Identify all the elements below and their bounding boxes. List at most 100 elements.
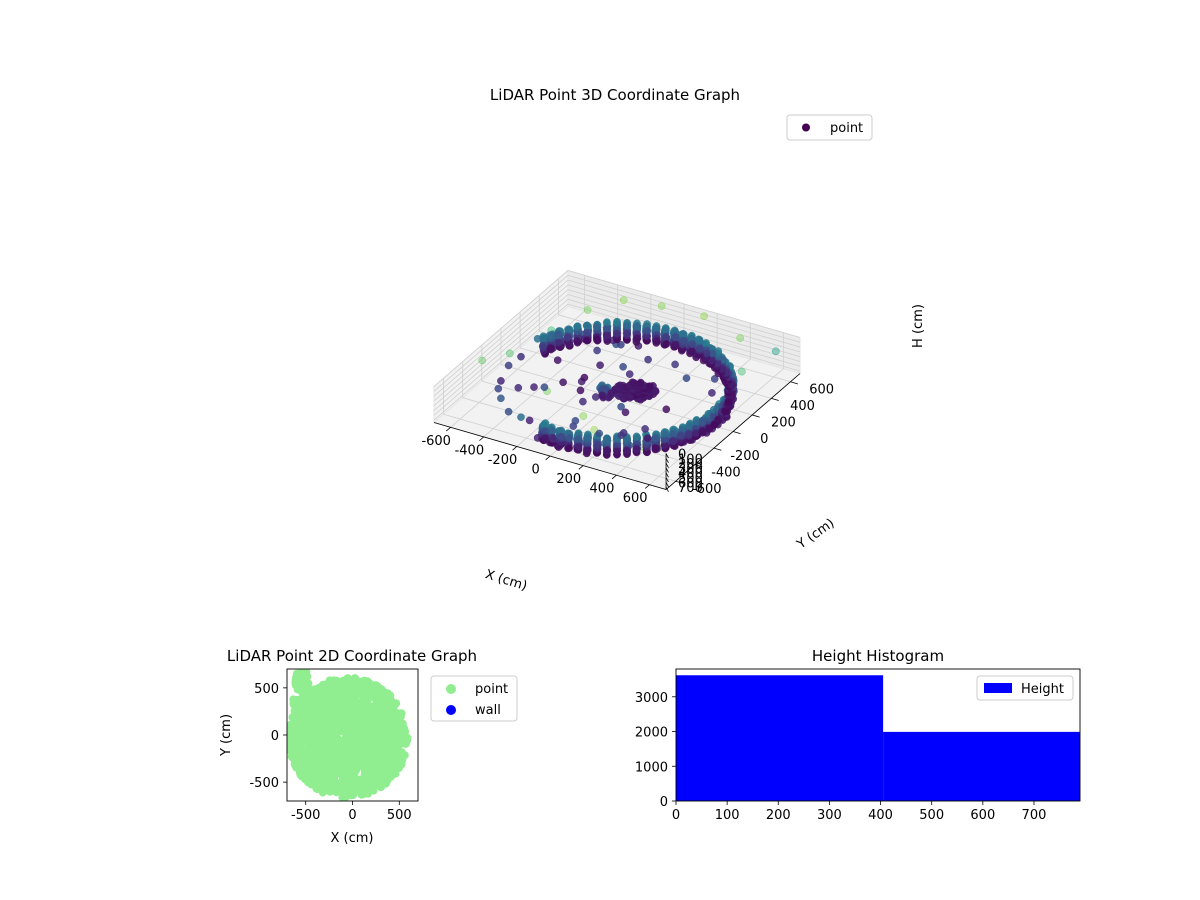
plot3d-points (478, 296, 780, 459)
plot3d-point (641, 425, 649, 433)
plot3d-point (548, 427, 556, 435)
plot2d-point (335, 720, 344, 729)
plot3d-point (497, 394, 505, 403)
plot3d-grid-z-wall-x (433, 299, 569, 416)
plot3d-point (698, 427, 707, 436)
plot3d-ytick-mark (675, 480, 684, 484)
plot2d-point (357, 721, 366, 730)
histogram-xtick-label: 200 (766, 808, 791, 823)
plot2d-point (384, 721, 393, 730)
plot3d-point (671, 341, 680, 349)
plot3d-point (653, 337, 661, 346)
plot2d-point (366, 689, 375, 698)
plot3d-ytick-mark (790, 381, 799, 385)
plot3d-point (573, 323, 581, 331)
plot2d-ytick-label: 0 (271, 729, 279, 744)
plot2d-point (340, 793, 349, 801)
plot3d-legend: point (786, 114, 873, 141)
plot3d-ztick-label: 0 (678, 447, 686, 462)
plot3d-point (644, 355, 652, 364)
histogram-ytick-label: 3000 (635, 691, 668, 706)
plot2d-point (309, 742, 318, 751)
plot2d-point (320, 780, 329, 789)
plot2d-point (292, 725, 301, 734)
plot2d-xtick-label: 500 (387, 808, 412, 823)
plot3d-ytick-label: 200 (771, 416, 796, 431)
plot3d-ztick-mark (665, 453, 669, 459)
plot2d-xlabel: X (cm) (331, 831, 374, 846)
plot3d-point (582, 321, 591, 330)
plot2d-xtick-label: -500 (291, 808, 321, 823)
plot2d-title: LiDAR Point 2D Coordinate Graph (227, 647, 477, 665)
plot3d-point (714, 415, 722, 424)
plot2d-point (329, 759, 338, 768)
plot3d-xtick-mark (545, 455, 551, 461)
plot2d-point (360, 770, 369, 779)
plot3d-ytick-label: -600 (692, 482, 722, 497)
plot2d-point (368, 718, 377, 727)
plot3d-point (702, 349, 711, 358)
plot2d-point (338, 766, 347, 775)
plot2d-point (316, 748, 325, 756)
plot3d-ztick-label: 600 (678, 476, 703, 491)
plot3d-ticks: -600-400-2000200400600-600-400-200020040… (421, 381, 834, 506)
plot2d-point (320, 699, 328, 708)
plot2d-point (332, 747, 341, 756)
plot2d-point (309, 720, 318, 729)
plot3d-point (575, 442, 583, 451)
histogram-ytick-label: 0 (660, 795, 668, 810)
plot2d-point (311, 713, 320, 722)
plot3d-point (593, 335, 601, 344)
plot2d-point (302, 669, 311, 676)
plot2d-point (381, 748, 390, 757)
plot3d-point (579, 397, 587, 406)
histogram-ticks: 0 100 200 300 400 500 600 700 0 1000 2000 3000 (635, 691, 1046, 823)
plot2d-point (342, 720, 351, 729)
plot3d-point (669, 430, 677, 439)
plot3d-point (619, 362, 627, 371)
plot3d-xtick-mark (445, 427, 451, 432)
plot2d-point (321, 734, 330, 743)
plot3d-ztick-label: 700 (678, 481, 703, 496)
plot2d-point (358, 700, 367, 709)
plot2d-point (356, 761, 365, 770)
plot3d-ztick-label: 100 (678, 452, 703, 467)
plot3d-point (632, 445, 641, 454)
plot2d-point (330, 689, 339, 698)
plot2d-point (328, 718, 337, 727)
plot2d-point (360, 679, 369, 688)
plot2d-point (347, 677, 356, 686)
plot2d-point (398, 750, 407, 759)
plot3d-point (660, 429, 668, 438)
plot3d-point (688, 347, 696, 356)
plot2d-point (291, 756, 299, 765)
plot3d-point (603, 318, 611, 326)
plot3d-point (692, 429, 700, 438)
plot3d-point (646, 382, 654, 391)
plot2d-point (348, 717, 357, 726)
plot3d-point (533, 334, 542, 343)
plot2d-point (360, 779, 369, 787)
plot3d-point (549, 435, 557, 443)
plot2d-legend-marker-wall (446, 705, 456, 715)
plot3d-ztick-label: 300 (678, 462, 703, 477)
plot3d-grid-z-wall-y (567, 289, 801, 358)
plot3d-ztick-label: 500 (678, 472, 703, 487)
plot3d-point (617, 340, 625, 349)
plot2d: LiDAR Point 2D Coordinate Graph -500 0 500… (219, 647, 518, 846)
plot3d-point (553, 356, 562, 365)
plot3d-grid-z-wall-y (567, 279, 801, 348)
plot3d-ytick-label: 400 (790, 399, 815, 414)
plot3d-point (632, 432, 641, 441)
plot3d-point (525, 416, 534, 425)
plot3d-point (573, 337, 581, 345)
plot3d-grid-z-wall-y (567, 284, 801, 353)
plot3d-point (643, 327, 652, 335)
plot3d-point (613, 330, 621, 338)
plot3d-ytick-label: -200 (730, 449, 760, 464)
plot2d-point (351, 725, 360, 734)
plot2d-legend-label-point: point (475, 682, 508, 697)
plot3d-point (662, 405, 671, 414)
plot2d-point (326, 701, 335, 710)
plot2d-point (396, 712, 405, 721)
